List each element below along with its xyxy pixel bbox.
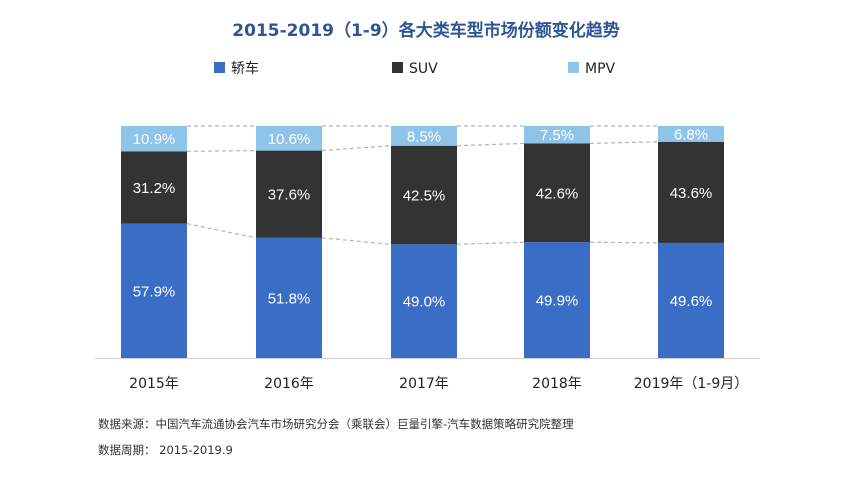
- source-note: 数据来源：中国汽车流通协会汽车市场研究分会（乘联会）巨量引擎-汽车数据策略研究院…: [98, 417, 574, 431]
- connector-lines: [186, 125, 659, 245]
- x-tick-label-3: 2018年: [532, 376, 582, 392]
- bar-value-label-2-4: 6.8%: [674, 126, 708, 143]
- bar-value-label-1-3: 42.6%: [536, 185, 579, 202]
- connector-1-2: [456, 142, 525, 147]
- bar-0-2: [391, 244, 457, 358]
- x-tick-label-1: 2016年: [264, 376, 314, 392]
- bar-2-1: [256, 126, 322, 151]
- bar-2-4: [658, 126, 724, 142]
- bar-0-0: [121, 223, 187, 358]
- bar-value-label-2-3: 7.5%: [540, 127, 574, 144]
- connector-0-1: [321, 237, 392, 245]
- bars: 57.9% 31.2% 10.9% 51.8% 37.6% 10.6% 49.0% 42.5%…: [121, 126, 724, 358]
- bar-value-label-2-0: 10.9%: [133, 131, 176, 148]
- connector-1-0: [186, 149, 257, 152]
- legend-swatch-0: [214, 62, 225, 73]
- bar-1-0: [121, 151, 187, 224]
- bar-1-2: [391, 145, 457, 245]
- stacked-bar-chart: 2015-2019（1-9）各大类车型市场份额变化趋势 轿车 SUV MPV 57.…: [95, 20, 760, 392]
- connector-1-3: [589, 141, 659, 144]
- bar-value-label-0-2: 49.0%: [403, 294, 446, 311]
- bar-value-label-2-2: 8.5%: [407, 128, 441, 145]
- connector-1-1: [321, 145, 392, 152]
- bar-value-label-0-4: 49.6%: [670, 293, 713, 310]
- bar-2-2: [391, 126, 457, 146]
- x-tick-label-0: 2015年: [129, 376, 179, 392]
- bar-0-4: [658, 242, 724, 358]
- bar-value-label-2-1: 10.6%: [268, 131, 311, 148]
- legend-label-0: 轿车: [231, 60, 259, 77]
- bar-value-label-1-0: 31.2%: [133, 180, 176, 197]
- bar-1-1: [256, 150, 322, 238]
- bar-value-label-1-2: 42.5%: [403, 188, 446, 205]
- legend: 轿车 SUV MPV: [214, 60, 616, 77]
- legend-label-2: MPV: [585, 61, 616, 77]
- bar-2-0: [121, 126, 187, 152]
- legend-swatch-2: [568, 62, 579, 73]
- bar-value-label-0-3: 49.9%: [536, 293, 579, 310]
- bar-0-1: [256, 237, 322, 358]
- connector-0-3: [589, 241, 659, 244]
- legend-label-1: SUV: [409, 61, 438, 77]
- bar-value-label-0-0: 57.9%: [133, 283, 176, 300]
- chart-title: 2015-2019（1-9）各大类车型市场份额变化趋势: [232, 20, 619, 41]
- bar-value-label-1-4: 43.6%: [670, 185, 713, 202]
- period-note: 数据周期： 2015-2019.9: [98, 443, 233, 457]
- bar-value-label-1-1: 37.6%: [268, 187, 311, 204]
- bar-2-3: [524, 126, 590, 144]
- connector-0-2: [456, 241, 525, 245]
- bar-0-3: [524, 242, 590, 358]
- x-tick-label-2: 2017年: [399, 376, 449, 392]
- x-tick-label-4: 2019年（1-9月）: [634, 376, 749, 392]
- bar-1-3: [524, 143, 590, 243]
- legend-swatch-1: [392, 62, 403, 73]
- x-axis-labels: 2015年 2016年 2017年 2018年 2019年（1-9月）: [129, 376, 748, 392]
- connector-0-0: [186, 223, 257, 239]
- bar-value-label-0-1: 51.8%: [268, 290, 311, 307]
- bar-1-4: [658, 141, 724, 243]
